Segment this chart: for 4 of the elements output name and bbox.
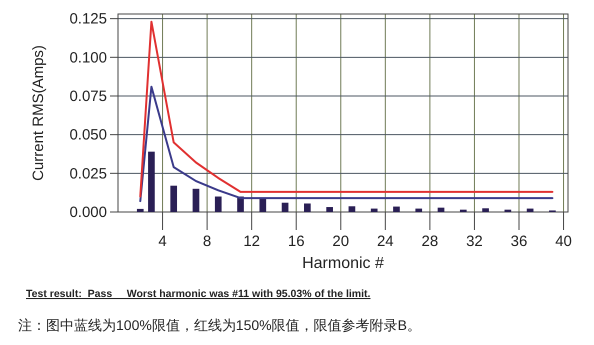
annotation: 注：图中蓝线为100%限值，红线为150%限值，限值参考附录B。 xyxy=(18,317,421,333)
annotation: Test result: Pass Worst harmonic was #11 with 95.03% of the limit. xyxy=(26,288,370,300)
ylabel: Current RMS(Amps) xyxy=(30,45,47,181)
xlabel: Harmonic # xyxy=(302,255,384,272)
